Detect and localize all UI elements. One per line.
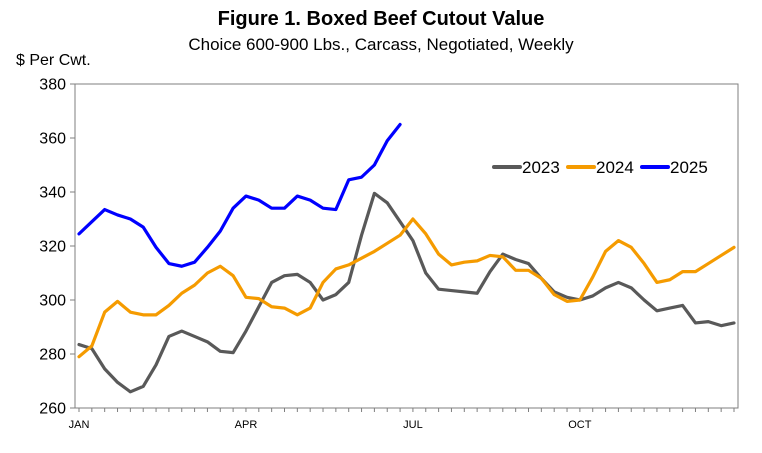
legend: 2023 2024 2025 — [492, 158, 708, 177]
y-axis-label: $ Per Cwt. — [16, 52, 91, 69]
y-tick-label: 300 — [39, 293, 66, 310]
series-line-2023 — [77, 191, 736, 394]
series-line-2025 — [77, 122, 402, 268]
series-line-2024 — [77, 217, 736, 359]
x-tick-label: JAN — [69, 419, 90, 431]
chart-subtitle: Choice 600-900 Lbs., Carcass, Negotiated… — [188, 35, 574, 54]
y-tick-label: 360 — [39, 131, 66, 148]
series-lines — [77, 122, 736, 394]
legend-label-2023: 2023 — [522, 158, 560, 177]
x-tick-label: APR — [235, 419, 258, 431]
y-tick-label: 380 — [39, 77, 66, 94]
legend-label-2024: 2024 — [596, 158, 634, 177]
legend-label-2025: 2025 — [670, 158, 708, 177]
x-tick-label: OCT — [568, 419, 592, 431]
chart-title: Figure 1. Boxed Beef Cutout Value — [217, 8, 545, 30]
plot-frame — [74, 83, 739, 409]
y-tick-label: 320 — [39, 239, 66, 256]
x-tick-label: JUL — [403, 419, 423, 431]
axes: 260 280 300 320 340 360 380 JAN APR JUL OCT — [39, 77, 739, 431]
y-tick-label: 340 — [39, 185, 66, 202]
y-tick-label: 280 — [39, 347, 66, 364]
y-tick-label: 260 — [39, 401, 66, 418]
